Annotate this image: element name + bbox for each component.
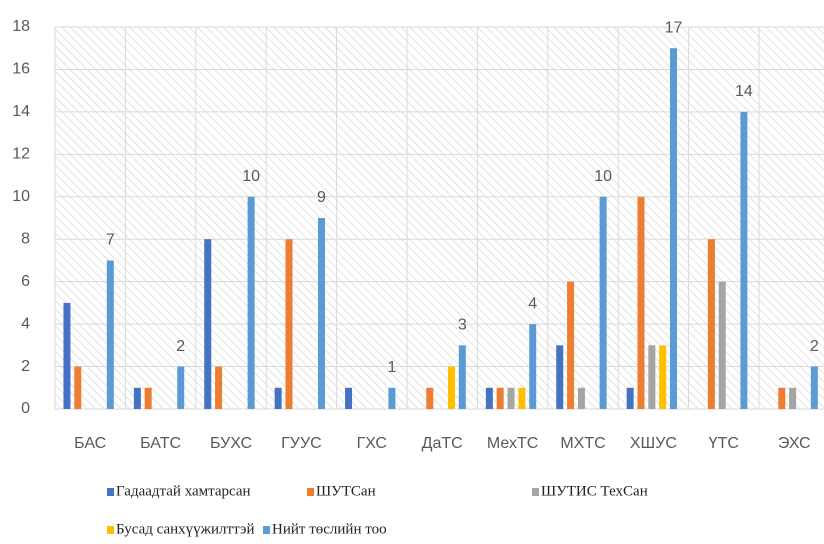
- x-tick-label: ХШУС: [630, 435, 677, 452]
- data-label: 9: [317, 189, 326, 206]
- bar: [426, 387, 434, 409]
- legend-swatch: [307, 488, 314, 496]
- bar: [345, 387, 353, 409]
- bar: [718, 281, 726, 409]
- bar: [496, 387, 504, 409]
- bar: [106, 260, 114, 409]
- bar: [507, 387, 515, 409]
- y-tick-label: 2: [21, 358, 30, 375]
- bar: [789, 387, 797, 409]
- bar: [485, 387, 493, 409]
- x-tick-label: БУХС: [210, 435, 252, 452]
- data-label: 10: [594, 168, 612, 185]
- y-tick-label: 4: [21, 315, 30, 332]
- y-tick-label: 14: [12, 103, 30, 120]
- legend-swatch: [107, 488, 114, 496]
- bar: [778, 387, 786, 409]
- bar: [529, 324, 537, 409]
- x-tick-label: МехТС: [487, 435, 538, 452]
- x-tick-label: БАТС: [140, 435, 181, 452]
- bar: [247, 196, 255, 409]
- data-label: 1: [387, 359, 396, 376]
- y-tick-label: 6: [21, 273, 30, 290]
- bar: [204, 239, 212, 409]
- bar: [626, 387, 634, 409]
- y-tick-label: 18: [12, 18, 30, 35]
- x-tick-label: БАС: [74, 435, 106, 452]
- bar: [670, 48, 678, 409]
- bar: [74, 366, 82, 409]
- data-label: 3: [458, 317, 467, 334]
- y-tick-label: 16: [12, 61, 30, 78]
- y-tick-label: 12: [12, 146, 30, 163]
- x-tick-label: ҮТС: [709, 435, 739, 452]
- y-tick-label: 8: [21, 230, 30, 247]
- bar: [274, 387, 282, 409]
- bar: [177, 366, 185, 409]
- legend-label: Гадаадтай хамтарсан: [116, 483, 251, 499]
- x-tick-label: ДаТС: [422, 435, 463, 452]
- bar: [556, 345, 564, 409]
- legend-swatch: [263, 526, 270, 534]
- data-label: 2: [810, 338, 819, 355]
- bar: [637, 196, 645, 409]
- bar: [285, 239, 293, 409]
- bar: [144, 387, 152, 409]
- bar: [810, 366, 818, 409]
- legend-swatch: [532, 488, 539, 496]
- x-tick-label: ГУУС: [281, 435, 322, 452]
- bar: [447, 366, 455, 409]
- bar: [648, 345, 656, 409]
- x-tick-label: ЭХС: [778, 435, 811, 452]
- x-tick-label: МХТС: [560, 435, 605, 452]
- bar: [567, 281, 575, 409]
- bar: [388, 387, 396, 409]
- legend-label: ШУТСан: [316, 483, 376, 499]
- legend-label: Нийт төслийн тоо: [272, 521, 387, 537]
- plot-area: [55, 27, 824, 409]
- data-label: 14: [735, 83, 753, 100]
- bar: [63, 302, 71, 409]
- legend-label: Бусад санхүүжилттэй: [116, 521, 254, 537]
- data-label: 17: [665, 19, 683, 36]
- y-tick-label: 10: [12, 188, 30, 205]
- bar: [133, 387, 141, 409]
- bar: [215, 366, 223, 409]
- data-label: 2: [176, 338, 185, 355]
- legend-label: ШУТИС ТехСан: [541, 483, 648, 499]
- bar: [707, 239, 715, 409]
- bar: [577, 387, 585, 409]
- x-tick-label: ГХС: [357, 435, 387, 452]
- data-label: 7: [106, 232, 115, 249]
- bar: [318, 218, 326, 409]
- legend-swatch: [107, 526, 114, 534]
- data-label: 4: [528, 295, 537, 312]
- bar: [659, 345, 667, 409]
- bar: [458, 345, 466, 409]
- bar: [599, 196, 607, 409]
- bar: [740, 111, 748, 409]
- data-label: 10: [242, 168, 260, 185]
- y-tick-label: 0: [21, 400, 30, 417]
- bar: [518, 387, 526, 409]
